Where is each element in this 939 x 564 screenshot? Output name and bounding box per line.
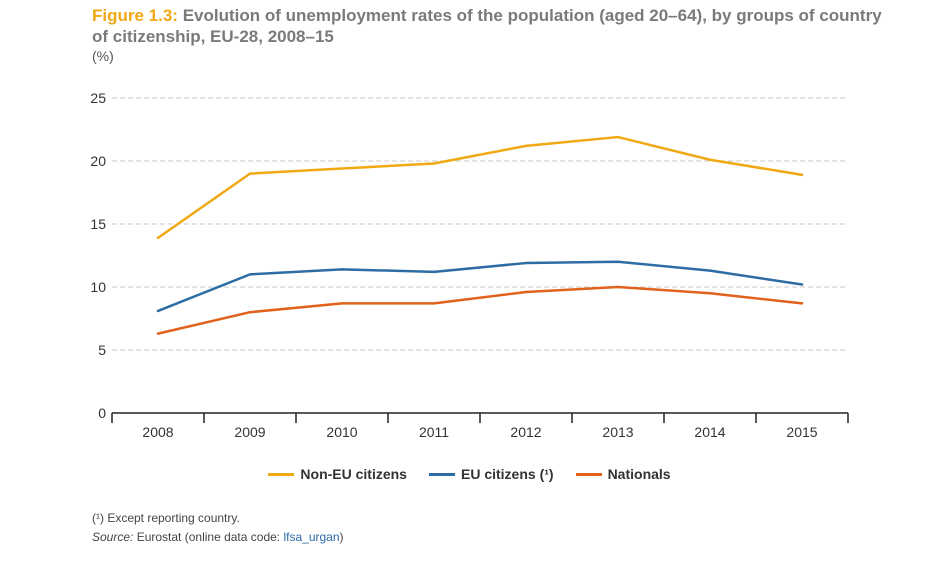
legend-item-1: EU citizens (¹) bbox=[428, 466, 554, 482]
x-tick-label-2008: 2008 bbox=[142, 424, 173, 440]
y-tick-label-10: 10 bbox=[90, 279, 106, 295]
x-tick-label-2014: 2014 bbox=[694, 424, 725, 440]
y-tick-label-5: 5 bbox=[98, 342, 106, 358]
data-point-2-2010 bbox=[340, 302, 344, 305]
data-point-2-2012 bbox=[524, 290, 528, 294]
data-point-2-2014 bbox=[708, 292, 712, 295]
data-point-1-2010 bbox=[340, 268, 344, 271]
legend-label-0: Non-EU citizens bbox=[300, 466, 407, 482]
data-point-0-2013 bbox=[616, 135, 620, 139]
data-point-2-2015 bbox=[800, 302, 804, 305]
data-point-0-2010 bbox=[340, 167, 344, 170]
x-tick-label-2011: 2011 bbox=[419, 424, 449, 440]
legend-swatch-2 bbox=[575, 472, 602, 476]
source-code[interactable]: lfsa_urgan bbox=[283, 530, 340, 544]
source-close: ) bbox=[339, 530, 344, 544]
data-point-2-2008 bbox=[156, 332, 160, 335]
y-tick-label-0: 0 bbox=[98, 405, 106, 421]
data-point-1-2013 bbox=[616, 260, 620, 263]
y-tick-label-20: 20 bbox=[90, 153, 106, 169]
data-point-1-2009 bbox=[248, 273, 252, 276]
legend-item-0: Non-EU citizens bbox=[268, 466, 407, 482]
data-point-2-2013 bbox=[616, 285, 620, 289]
figure-title: Evolution of unemployment rates of the p… bbox=[92, 6, 882, 46]
legend-item-2: Nationals bbox=[575, 466, 671, 482]
series-line-2 bbox=[156, 285, 804, 335]
data-point-1-2012 bbox=[524, 261, 528, 265]
data-point-1-2008 bbox=[156, 309, 160, 313]
legend-label-1: EU citizens (¹) bbox=[460, 466, 554, 482]
x-tick-label-2012: 2012 bbox=[510, 424, 541, 440]
legend-swatch-1 bbox=[428, 472, 455, 476]
legend-swatch-0 bbox=[268, 472, 295, 476]
series-line-1 bbox=[156, 260, 804, 313]
data-point-2-2009 bbox=[248, 311, 252, 314]
y-tick-label-15: 15 bbox=[90, 216, 106, 232]
source-text: Eurostat (online data code: bbox=[136, 530, 284, 544]
data-point-0-2011 bbox=[432, 162, 436, 165]
chart-title: Figure 1.3: Evolution of unemployment ra… bbox=[92, 5, 892, 47]
y-axis-unit: (%) bbox=[92, 48, 114, 64]
data-point-2-2011 bbox=[432, 302, 436, 305]
x-tick-label-2009: 2009 bbox=[234, 424, 265, 440]
data-point-1-2014 bbox=[708, 269, 712, 272]
data-point-1-2015 bbox=[800, 283, 804, 286]
figure-label: Figure 1.3: bbox=[92, 6, 178, 25]
x-tick-label-2010: 2010 bbox=[326, 424, 357, 440]
x-tick-label-2015: 2015 bbox=[786, 424, 817, 440]
data-point-0-2009 bbox=[248, 172, 252, 175]
data-point-1-2011 bbox=[432, 270, 436, 274]
footnote: (¹) Except reporting country. bbox=[92, 511, 240, 525]
source-label: Source: bbox=[92, 530, 134, 544]
legend: Non-EU citizens EU citizens (¹) Nationals bbox=[0, 466, 939, 482]
data-point-0-2012 bbox=[524, 144, 528, 148]
legend-label-2: Nationals bbox=[607, 466, 671, 482]
source-line: Source: Eurostat (online data code: lfsa… bbox=[92, 528, 344, 547]
notes: (¹) Except reporting country. Source: Eu… bbox=[92, 509, 344, 547]
data-point-0-2008 bbox=[156, 236, 160, 240]
data-point-0-2015 bbox=[800, 173, 804, 177]
series-line-0 bbox=[156, 135, 804, 240]
data-point-0-2014 bbox=[708, 158, 712, 161]
y-tick-label-25: 25 bbox=[90, 90, 106, 106]
x-tick-label-2013: 2013 bbox=[602, 424, 633, 440]
